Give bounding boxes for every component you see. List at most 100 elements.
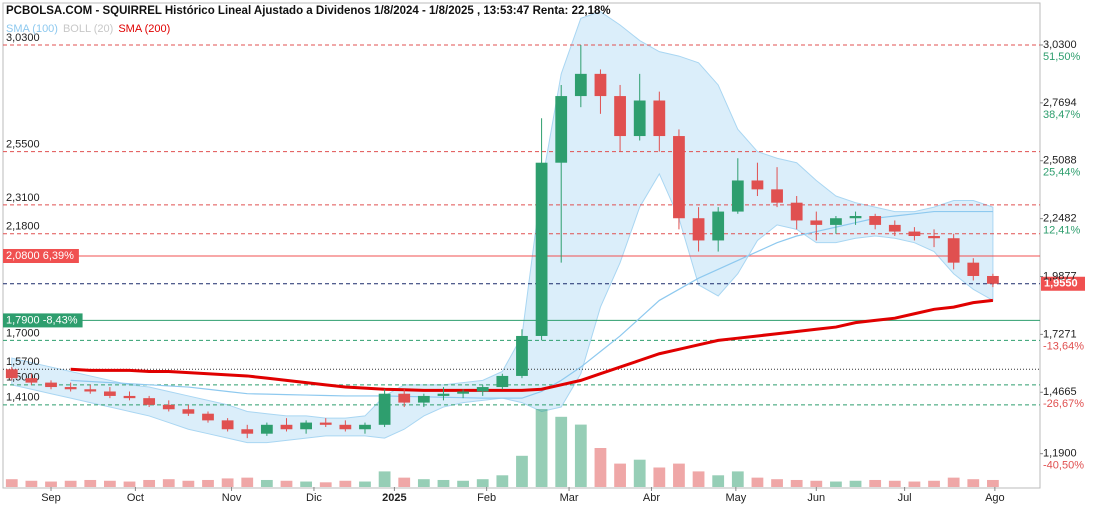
candle-body (653, 100, 666, 137)
candle-body (378, 393, 391, 425)
candle-body (202, 413, 214, 421)
volume-bar (928, 480, 940, 487)
y-tick-change: -26,67% (1043, 398, 1084, 410)
candle-body (673, 136, 685, 219)
x-tick-label: Jun (807, 492, 825, 504)
volume-bar (633, 459, 646, 487)
candle-body (182, 409, 195, 414)
candle-body (810, 220, 823, 225)
y-tick-change: 12,41% (1043, 225, 1081, 237)
volume-bar (319, 482, 332, 487)
volume-bar (5, 479, 18, 487)
volume-bar (378, 471, 391, 487)
x-tick-label: Nov (222, 492, 242, 504)
plot-frame (2, 2, 1041, 489)
level-label-box (3, 313, 83, 328)
x-tick-label: Oct (127, 492, 144, 504)
candle-body (888, 224, 901, 232)
level-label: 2,5500 (6, 139, 40, 151)
level-label: 1,5700 (6, 356, 40, 368)
candle-body (712, 211, 725, 241)
volume-bar (888, 480, 901, 487)
volume-bar (359, 481, 371, 487)
candle-body (25, 378, 38, 383)
volume-bar (712, 475, 725, 487)
candle-body (280, 424, 293, 430)
level-label: 1,4100 (6, 392, 40, 404)
candle-body (143, 398, 156, 405)
legend-entry: BOLL (20) (63, 23, 113, 35)
legend-entry: SMA (100) (6, 23, 58, 35)
candle-body (928, 236, 940, 239)
volume-bar (849, 480, 862, 487)
candle-body (555, 96, 568, 163)
candle-body (908, 231, 921, 237)
candle-body (398, 393, 411, 403)
y-tick-change: 25,44% (1043, 167, 1081, 179)
candle-body (45, 382, 57, 388)
level-label: 2,0800 6,39% (6, 250, 74, 262)
candle-body (987, 275, 999, 284)
y-tick-label: 2,7694 (1043, 97, 1077, 109)
x-tick-label: Dic (306, 492, 322, 504)
last-price-label: 1,9550 (1044, 278, 1078, 290)
volume-bar (594, 448, 607, 487)
level-label: 2,3100 (6, 192, 40, 204)
volume-bar (673, 463, 685, 487)
volume-bar (790, 479, 803, 487)
y-tick-label: 2,2482 (1043, 213, 1077, 225)
volume-bar (535, 409, 548, 487)
candle-body (5, 369, 18, 379)
x-tick-label: Feb (477, 492, 496, 504)
candle-body (104, 391, 116, 396)
candle-body (535, 162, 548, 336)
candle-body (516, 335, 528, 376)
candle-body (476, 387, 489, 392)
y-tick-label: 3,0300 (1043, 39, 1077, 51)
candle-body (614, 96, 626, 137)
candle-body (339, 424, 352, 430)
x-tick-label: Sep (41, 492, 61, 504)
candle-body (457, 391, 469, 394)
level-label: 1,7000 (6, 327, 40, 339)
y-tick-change: -13,64% (1043, 340, 1084, 352)
candle-body (300, 422, 312, 430)
level-label: 1,7900 -8,43% (6, 314, 78, 326)
volume-bar (339, 480, 352, 487)
volume-bar (104, 480, 116, 487)
volume-bar (280, 480, 293, 487)
x-tick-label: Ago (985, 492, 1005, 504)
candle-body (869, 216, 882, 225)
volume-bar (947, 477, 960, 487)
x-tick-label: 2025 (382, 492, 406, 504)
volume-bar (45, 481, 57, 487)
volume-bar (221, 478, 234, 487)
line-series (70, 210, 993, 399)
volume-bar (574, 424, 587, 487)
y-tick-label: 1,1900 (1043, 448, 1077, 460)
volume-bar (25, 480, 38, 487)
candle-body (771, 189, 783, 203)
volume-bar (987, 479, 999, 487)
volume-bar (555, 416, 568, 487)
candle-body (692, 218, 705, 241)
candle-body (123, 395, 136, 399)
candle-body (790, 202, 803, 221)
candle-body (162, 404, 175, 410)
volume-bar (398, 477, 411, 487)
candle-body (947, 238, 960, 263)
y-tick-change: 51,50% (1043, 51, 1081, 63)
y-tick-change: 38,47% (1043, 109, 1081, 121)
volume-bar (84, 479, 97, 487)
candle-body (574, 73, 587, 97)
volume-bar (241, 477, 254, 487)
candle-body (751, 180, 764, 190)
candle-body (594, 73, 607, 97)
volume-bar (143, 479, 156, 487)
volume-bar (182, 480, 195, 487)
volume-bar (260, 479, 273, 487)
volume-bar (692, 471, 705, 487)
volume-bar (64, 480, 77, 487)
volume-bar (437, 479, 450, 487)
